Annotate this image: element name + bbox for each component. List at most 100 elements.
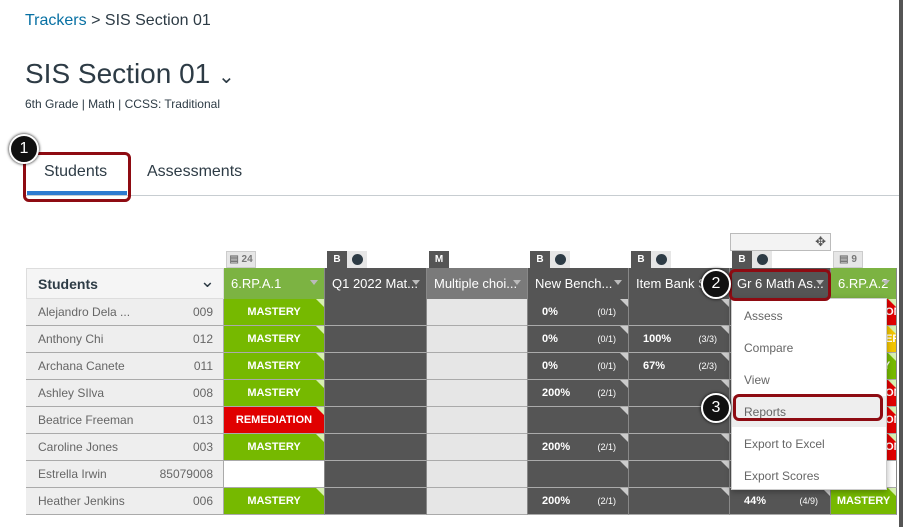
column-badge: B <box>631 251 671 268</box>
column-header-label: Q1 2022 Mat... <box>332 276 418 291</box>
caret-down-icon[interactable] <box>882 280 890 289</box>
breadcrumb-trackers[interactable]: Trackers <box>25 12 87 29</box>
menu-item-export-to-excel[interactable]: Export to Excel <box>744 436 825 451</box>
score-cell[interactable]: 100% (3/3) <box>629 326 730 353</box>
score-cell[interactable] <box>325 434 427 461</box>
score-cell[interactable]: 0% (0/1) <box>528 326 629 353</box>
page-title[interactable]: SIS Section 01 ⌄ <box>25 58 235 90</box>
column-header[interactable]: Gr 6 Math As... <box>730 268 831 299</box>
students-column-header[interactable]: Students ⌄ <box>26 268 224 299</box>
score-cell[interactable] <box>325 353 427 380</box>
column-header[interactable]: 6.RP.A.1 <box>224 268 325 299</box>
assessment-type-badge: B <box>631 251 651 268</box>
menu-item-export-scores[interactable]: Export Scores <box>744 468 820 483</box>
tab-assessments[interactable]: Assessments <box>147 163 243 180</box>
column-header[interactable]: New Bench... <box>528 268 629 299</box>
student-row[interactable]: Ashley SIlva 008 <box>26 380 224 407</box>
chevron-down-icon[interactable]: ⌄ <box>199 271 215 291</box>
status-label: MASTERY <box>247 441 301 453</box>
score-cell[interactable] <box>427 407 528 434</box>
status-cell[interactable]: MASTERY <box>224 299 325 326</box>
score-cell[interactable]: 0% (0/1) <box>528 353 629 380</box>
menu-item-reports[interactable]: Reports <box>732 396 886 427</box>
column-header[interactable]: Multiple choi... <box>427 268 528 299</box>
student-row[interactable]: Anthony Chi 012 <box>26 326 224 353</box>
column-badge: B <box>732 251 772 268</box>
column-header[interactable]: 6.RP.A.2 <box>831 268 897 299</box>
status-cell[interactable]: MASTERY <box>224 326 325 353</box>
student-row[interactable]: Archana Canete 011 <box>26 353 224 380</box>
student-row[interactable]: Heather Jenkins 006 <box>26 488 224 515</box>
note-corner-icon <box>620 299 628 307</box>
score-cell[interactable] <box>427 461 528 488</box>
note-corner-icon <box>888 407 896 415</box>
score-cell[interactable] <box>629 299 730 326</box>
status-cell[interactable]: MASTERY <box>224 488 325 515</box>
score-cell[interactable] <box>325 380 427 407</box>
assessment-type-badge: B <box>732 251 752 268</box>
column-header-label: 6.RP.A.1 <box>231 276 282 291</box>
score-cell[interactable] <box>325 326 427 353</box>
student-id: 85079008 <box>159 467 213 481</box>
score-cell[interactable] <box>629 488 730 515</box>
score-percent: 0% <box>542 333 558 345</box>
student-row[interactable]: Caroline Jones 003 <box>26 434 224 461</box>
note-corner-icon <box>888 326 896 334</box>
score-cell[interactable]: 200% (2/1) <box>528 488 629 515</box>
students-header-label: Students <box>38 275 98 292</box>
status-cell[interactable]: MASTERY <box>224 434 325 461</box>
score-cell[interactable]: 0% (0/1) <box>528 299 629 326</box>
score-cell[interactable] <box>325 488 427 515</box>
score-cell[interactable]: 200% (2/1) <box>528 380 629 407</box>
student-row[interactable]: Alejandro Dela ... 009 <box>26 299 224 326</box>
callout-1: 1 <box>9 134 39 164</box>
status-cell[interactable]: MASTERY <box>224 380 325 407</box>
score-cell[interactable] <box>427 380 528 407</box>
note-corner-icon <box>316 353 324 361</box>
score-cell[interactable] <box>427 488 528 515</box>
note-corner-icon <box>620 326 628 334</box>
score-cell[interactable]: 44% (4/9) <box>730 488 831 515</box>
note-corner-icon <box>620 434 628 442</box>
score-cell[interactable] <box>528 407 629 434</box>
student-row[interactable]: Beatrice Freeman 013 <box>26 407 224 434</box>
note-corner-icon <box>888 488 896 496</box>
score-cell[interactable] <box>427 299 528 326</box>
score-cell[interactable] <box>629 461 730 488</box>
status-cell[interactable]: MASTERY <box>224 353 325 380</box>
menu-item-compare[interactable]: Compare <box>744 340 794 355</box>
score-cell[interactable] <box>427 353 528 380</box>
caret-down-icon[interactable] <box>816 280 824 289</box>
column-header[interactable]: Q1 2022 Mat... <box>325 268 427 299</box>
check-icon <box>651 251 671 268</box>
caret-down-icon[interactable] <box>310 280 318 289</box>
status-label: REMEDIATION <box>235 414 313 426</box>
caret-down-icon[interactable] <box>614 280 622 289</box>
chevron-down-icon[interactable]: ⌄ <box>218 66 235 88</box>
note-corner-icon <box>888 380 896 388</box>
tab-students[interactable]: Students <box>44 163 108 180</box>
menu-item-assess[interactable]: Assess <box>744 308 783 323</box>
note-corner-icon <box>620 353 628 361</box>
tab-divider <box>25 195 899 196</box>
score-cell[interactable] <box>528 461 629 488</box>
note-corner-icon <box>316 407 324 415</box>
score-cell[interactable]: 67% (2/3) <box>629 353 730 380</box>
score-cell[interactable] <box>427 326 528 353</box>
menu-item-view[interactable]: View <box>744 372 770 387</box>
score-cell[interactable] <box>325 407 427 434</box>
caret-down-icon[interactable] <box>412 280 420 289</box>
score-cell[interactable] <box>427 434 528 461</box>
caret-down-icon[interactable] <box>513 280 521 289</box>
status-cell[interactable]: MASTERY <box>831 488 897 515</box>
student-row[interactable]: Estrella Irwin 85079008 <box>26 461 224 488</box>
score-cell[interactable]: 200% (2/1) <box>528 434 629 461</box>
status-cell[interactable]: REMEDIATION <box>224 407 325 434</box>
score-cell[interactable] <box>629 434 730 461</box>
score-fraction: (2/1) <box>597 388 616 398</box>
score-cell[interactable] <box>325 299 427 326</box>
status-cell[interactable] <box>224 461 325 488</box>
score-cell[interactable] <box>325 461 427 488</box>
move-handle-icon[interactable]: ✥ <box>730 233 831 251</box>
